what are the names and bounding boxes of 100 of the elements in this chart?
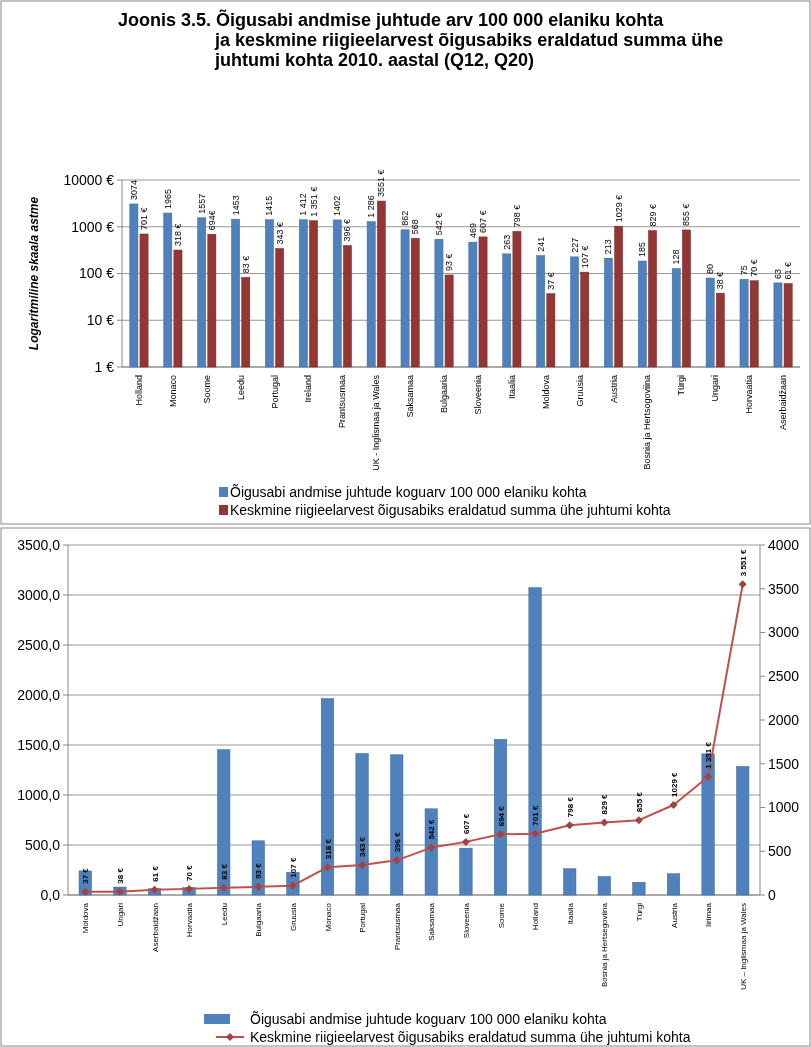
x-tick-label: Holland xyxy=(133,375,144,406)
x-tick-label: Horvaatia xyxy=(744,375,755,414)
data-label: 1965 xyxy=(162,189,173,210)
data-label: 1 351 € xyxy=(704,741,714,769)
data-label: 694 € xyxy=(496,805,506,827)
x-tick-label: Saksamaa xyxy=(427,902,437,941)
x-tick-label: Sloveenia xyxy=(472,375,483,415)
x-tick-label: Ireland xyxy=(303,375,314,403)
data-label: 70 € xyxy=(185,864,195,881)
x-tick-label: Moldova xyxy=(540,375,551,410)
data-label: 701 € xyxy=(139,207,150,230)
x-tick-label: Bosnia ja Hertsegoviina xyxy=(600,902,610,988)
y-tick-label: 100 € xyxy=(78,265,115,282)
data-label: 70 € xyxy=(749,259,760,277)
x-tick-label: Leedu xyxy=(235,375,246,401)
data-label: 855 € xyxy=(681,203,692,226)
x-tick-label: UK – Inglismaa ja Wales xyxy=(738,903,748,990)
y2-tick-label: 3000 xyxy=(768,624,800,641)
data-label: 1 351 € xyxy=(308,186,319,217)
data-label: 1 286 xyxy=(366,195,377,218)
legend-label: Õigusabi andmise juhtude koguarv 100 000 elaniku kohta xyxy=(230,483,587,500)
x-tick-label: Aserbaidžaan xyxy=(150,903,160,952)
data-label: 694€ xyxy=(206,210,217,231)
y-tick-label: 3000,0 xyxy=(17,586,61,603)
x-tick-label: Monaco xyxy=(323,902,333,932)
x-tick-label: Soome xyxy=(496,902,506,929)
data-label: 343 € xyxy=(358,836,368,857)
chart-title: Joonis 3.5. Õigusabi andmise juhtude arv 100 000 elaniku kohta ja keskmine riigieelarvest õigusabiks eraldatud summa ühe juhtumi kohta 2010. aastal (Q12, Q20) xyxy=(118,9,724,70)
x-tick-label: UK - Inglismaa ja Wales xyxy=(371,374,382,471)
data-label: 93 € xyxy=(444,253,455,271)
data-label: 542 € xyxy=(427,819,437,840)
x-tick-label: Iirimaa xyxy=(704,902,714,928)
data-label: 83 € xyxy=(240,255,251,274)
data-label: 93 € xyxy=(254,862,264,879)
data-label: 1029 € xyxy=(613,194,624,223)
x-tick-label: Saksamaa xyxy=(405,375,416,418)
data-label: 61 € xyxy=(150,865,160,882)
legend-label: Keskmine riigieelarvest õigusabiks eraldatud summa ühe juhtumi kohta xyxy=(230,501,671,518)
data-label: 227 xyxy=(569,237,580,253)
x-tick-label: Gruusia xyxy=(574,375,585,407)
data-label: 37 € xyxy=(81,867,91,884)
y-tick-label: 1 € xyxy=(94,358,115,375)
data-label: 75 xyxy=(739,265,750,276)
x-tick-label: Bosnia ja Hertsogoviina xyxy=(642,375,653,470)
data-label: 1415 xyxy=(264,195,275,216)
y-tick-label: 500,0 xyxy=(24,836,61,853)
data-label: 185 xyxy=(637,241,648,258)
x-tick-label: Itaalia xyxy=(565,902,575,925)
x-tick-label: Gruusia xyxy=(288,902,298,932)
y-tick-label: 1000,0 xyxy=(17,786,61,803)
data-label: 829 € xyxy=(600,793,610,815)
data-label: 568 xyxy=(410,219,421,235)
data-label: 80 xyxy=(705,264,716,275)
y2-tick-label: 1000 xyxy=(768,799,800,816)
x-tick-label: Türgi xyxy=(634,902,644,922)
data-label: 107 € xyxy=(288,857,298,878)
data-label: 1 412 xyxy=(298,193,309,216)
data-label: 3074 xyxy=(128,179,139,200)
x-tick-label: Monaco xyxy=(167,375,178,408)
x-tick-label: Soome xyxy=(201,375,212,404)
x-tick-label: Türgi xyxy=(676,375,687,396)
data-label: 83 € xyxy=(219,863,229,880)
data-label: 701 € xyxy=(531,805,541,826)
x-tick-label: Bulgaaria xyxy=(439,375,450,414)
x-tick-label: Ungari xyxy=(710,375,721,402)
x-tick-label: Horvaatia xyxy=(185,902,195,938)
data-label: 1029 € xyxy=(669,771,679,797)
data-label: 128 xyxy=(671,249,682,265)
data-label: 1453 xyxy=(230,195,241,216)
x-tick-label: Prantsusmaa xyxy=(392,902,402,951)
x-tick-label: Sloveenia xyxy=(461,902,471,939)
y-tick-label: 2000,0 xyxy=(17,686,61,703)
y-tick-label: 3500,0 xyxy=(17,536,61,553)
x-tick-label: Austria xyxy=(608,375,619,404)
data-label: 396 € xyxy=(392,831,402,853)
data-label: 3 551 € xyxy=(738,549,748,577)
y-axis-title: Logaritmiline skaala astme xyxy=(27,196,41,351)
data-label: 862 xyxy=(400,210,411,226)
y-tick-label: 10000 € xyxy=(63,171,115,188)
x-tick-label: Ungari xyxy=(115,902,125,927)
data-label: 607 € xyxy=(478,210,489,233)
data-label: 37 € xyxy=(545,272,556,290)
data-label: 38 € xyxy=(115,867,125,884)
x-tick-label: Itaalia xyxy=(506,375,517,400)
data-label: 241 xyxy=(535,236,546,252)
data-label: 798 € xyxy=(565,796,575,818)
data-label: 343 € xyxy=(274,221,285,245)
x-tick-label: Portugal xyxy=(358,902,368,933)
data-label: 63 xyxy=(772,268,783,279)
y2-tick-label: 3500 xyxy=(768,580,800,597)
x-tick-label: Bulgaaria xyxy=(254,902,264,937)
data-label: 318 € xyxy=(323,838,333,860)
x-tick-label: Prantsusmaa xyxy=(337,375,348,429)
x-tick-label: Leedu xyxy=(219,903,229,926)
y2-tick-label: 0 xyxy=(768,886,776,903)
x-tick-label: Portugal xyxy=(269,375,280,409)
data-label: 1402 xyxy=(332,195,343,216)
data-label: 396 € xyxy=(342,219,353,242)
legend-label: Keskmine riigieelarvest õigusabiks eraldatud summa ühe juhtumi kohta xyxy=(250,1028,691,1045)
data-label: 213 xyxy=(603,239,614,255)
